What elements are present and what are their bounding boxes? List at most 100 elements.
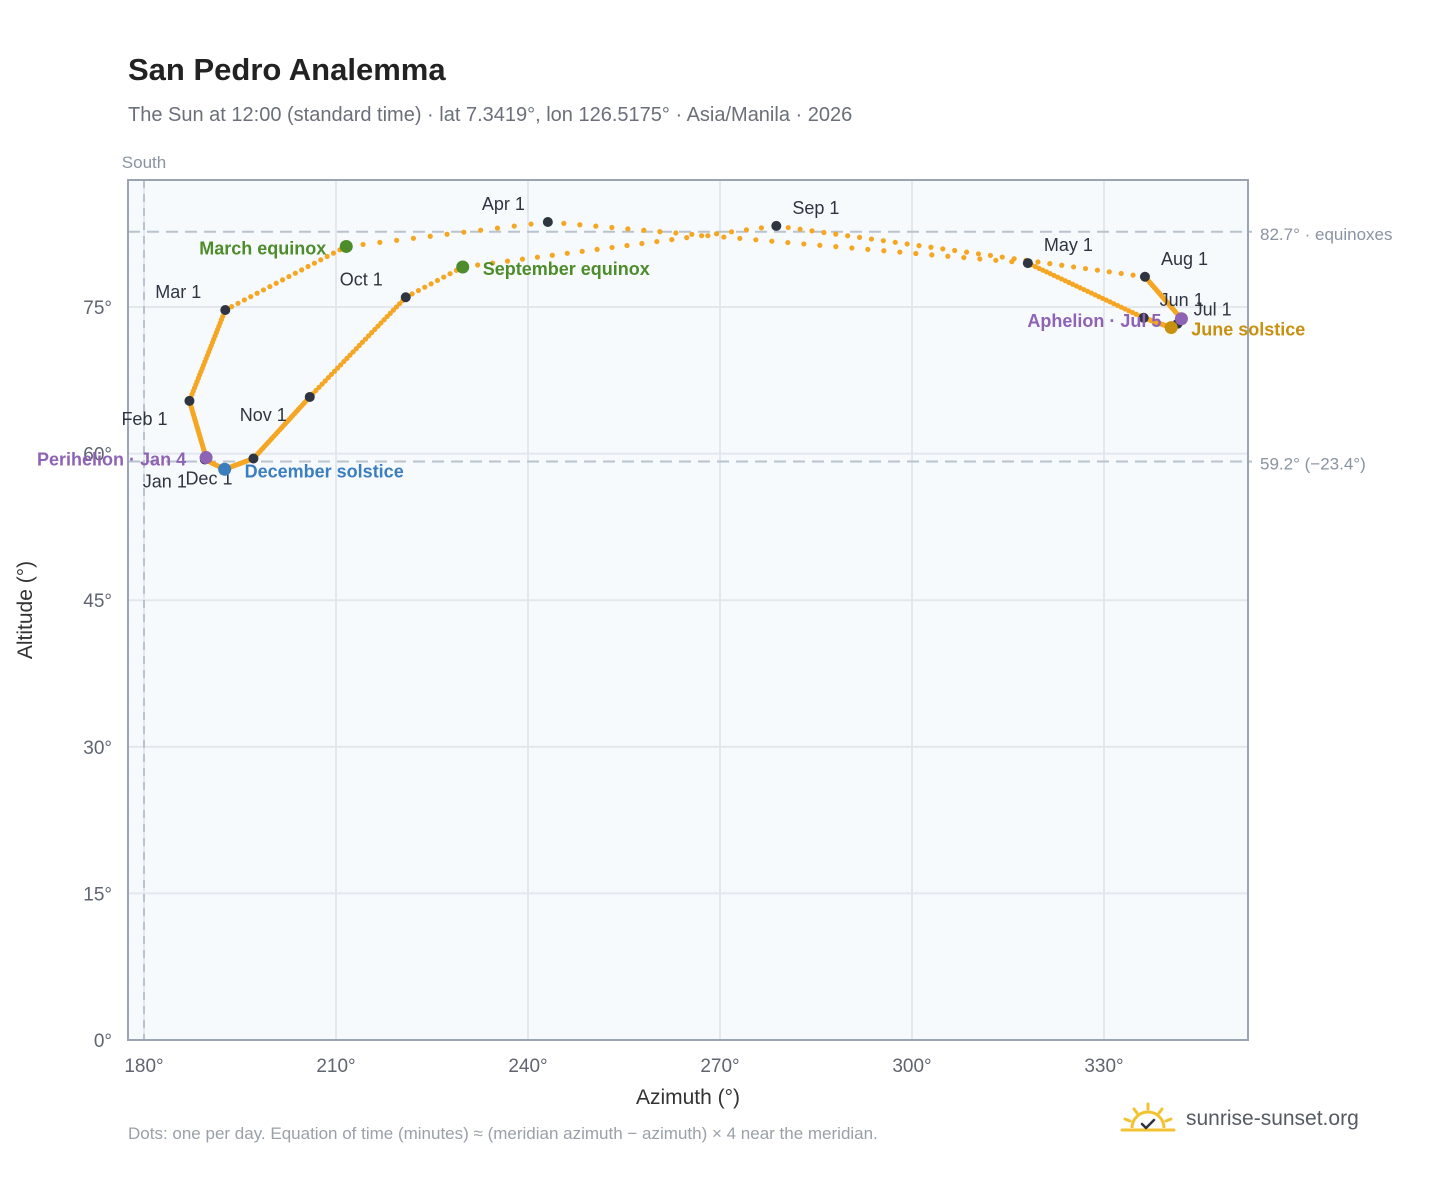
y-tick-label: 0° — [94, 1031, 112, 1052]
event-label: December solstice — [245, 461, 404, 481]
daily-dot — [669, 237, 675, 243]
daily-dot — [721, 234, 727, 240]
daily-dot — [324, 253, 330, 260]
daily-dot — [654, 238, 660, 245]
month-marker — [184, 395, 195, 406]
month-label: Jan 1 — [143, 472, 187, 492]
daily-dot — [347, 352, 353, 358]
daily-dot — [713, 231, 720, 237]
x-axis-title: Azimuth (°) — [636, 1086, 740, 1109]
daily-dot — [657, 229, 663, 235]
daily-dot — [241, 297, 247, 303]
reference-line-label: 82.7° · equinoxes — [1260, 225, 1393, 244]
daily-dot — [684, 235, 690, 241]
event-label: March equinox — [199, 238, 326, 258]
daily-dot — [390, 307, 396, 313]
daily-dot — [1071, 264, 1077, 270]
daily-dot — [489, 260, 496, 266]
daily-dot — [833, 231, 839, 237]
daily-dot — [1106, 269, 1112, 275]
daily-dot — [593, 223, 599, 229]
daily-dot — [881, 248, 887, 254]
month-label: Jun 1 — [1160, 290, 1204, 310]
daily-dot — [1047, 261, 1053, 267]
x-tick-label: 270° — [700, 1056, 739, 1077]
daily-dot — [330, 250, 337, 256]
x-tick-label: 210° — [316, 1056, 355, 1077]
event-marker — [339, 239, 353, 253]
daily-dot — [229, 304, 235, 310]
daily-dot — [341, 358, 347, 365]
daily-dot — [673, 230, 679, 236]
daily-dot — [316, 384, 322, 390]
daily-dot — [963, 249, 970, 255]
brand[interactable]: sunrise-sunset.org — [1120, 1102, 1359, 1136]
daily-dot — [769, 238, 775, 244]
event-marker — [456, 260, 470, 274]
month-label: Aug 1 — [1161, 249, 1208, 269]
daily-dot — [378, 320, 384, 326]
daily-dot — [916, 243, 922, 249]
daily-dot — [993, 257, 999, 263]
daily-dot — [415, 287, 422, 294]
event-label: Perihelion · Jan 4 — [37, 450, 186, 470]
daily-dot — [564, 250, 570, 256]
daily-dot — [1059, 262, 1065, 268]
daily-dot — [267, 283, 273, 290]
daily-dot — [511, 223, 517, 229]
meridian-label: South — [122, 153, 166, 172]
daily-dot — [394, 237, 400, 243]
daily-dot — [534, 254, 540, 260]
daily-dot — [897, 249, 903, 255]
daily-dot — [1035, 259, 1041, 265]
daily-dot — [428, 281, 434, 287]
plot-frame — [127, 179, 1249, 1041]
daily-dot — [377, 239, 383, 245]
event-label: June solstice — [1191, 320, 1305, 340]
month-marker — [771, 220, 782, 231]
y-tick-label: 60° — [83, 445, 112, 466]
daily-dot — [362, 336, 369, 342]
month-label: Mar 1 — [155, 282, 201, 302]
daily-dot — [868, 236, 875, 242]
daily-dot — [1082, 265, 1089, 272]
daily-dot — [311, 260, 318, 266]
month-label: Apr 1 — [482, 194, 525, 214]
daily-dot — [849, 245, 855, 251]
daily-dot — [335, 365, 341, 371]
daily-dot — [880, 238, 886, 244]
y-tick-label: 30° — [83, 738, 112, 759]
event-label: September equinox — [483, 259, 650, 279]
daily-dot — [356, 342, 362, 349]
daily-dot — [594, 246, 600, 252]
month-marker — [220, 304, 231, 315]
daily-dot — [299, 267, 305, 273]
event-marker — [218, 462, 232, 476]
daily-dot — [387, 310, 393, 316]
daily-dot — [384, 313, 390, 320]
daily-dot — [961, 254, 967, 261]
brand-name[interactable]: sunrise-sunset.org — [1186, 1107, 1359, 1130]
daily-dot — [444, 231, 450, 237]
daily-dot — [699, 233, 705, 239]
daily-dot — [434, 277, 441, 284]
daily-dot — [625, 226, 631, 232]
daily-dot — [952, 247, 958, 254]
daily-dot — [856, 234, 863, 241]
month-marker — [542, 217, 553, 228]
daily-dot — [322, 378, 328, 384]
daily-dot — [928, 244, 934, 250]
daily-dot — [260, 287, 267, 293]
daily-dot — [929, 252, 935, 258]
daily-dot — [328, 371, 335, 378]
daily-dot — [865, 246, 871, 252]
daily-dot — [817, 242, 823, 248]
daily-dot — [365, 333, 372, 339]
daily-dot — [447, 271, 453, 277]
daily-dot — [359, 339, 366, 345]
daily-dot — [1118, 270, 1124, 277]
daily-dot — [1094, 267, 1100, 273]
daily-dot — [743, 227, 750, 233]
daily-dot — [577, 222, 583, 228]
